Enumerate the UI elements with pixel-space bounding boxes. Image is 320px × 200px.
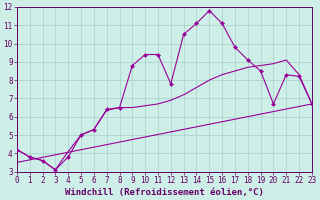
X-axis label: Windchill (Refroidissement éolien,°C): Windchill (Refroidissement éolien,°C) <box>65 188 264 197</box>
